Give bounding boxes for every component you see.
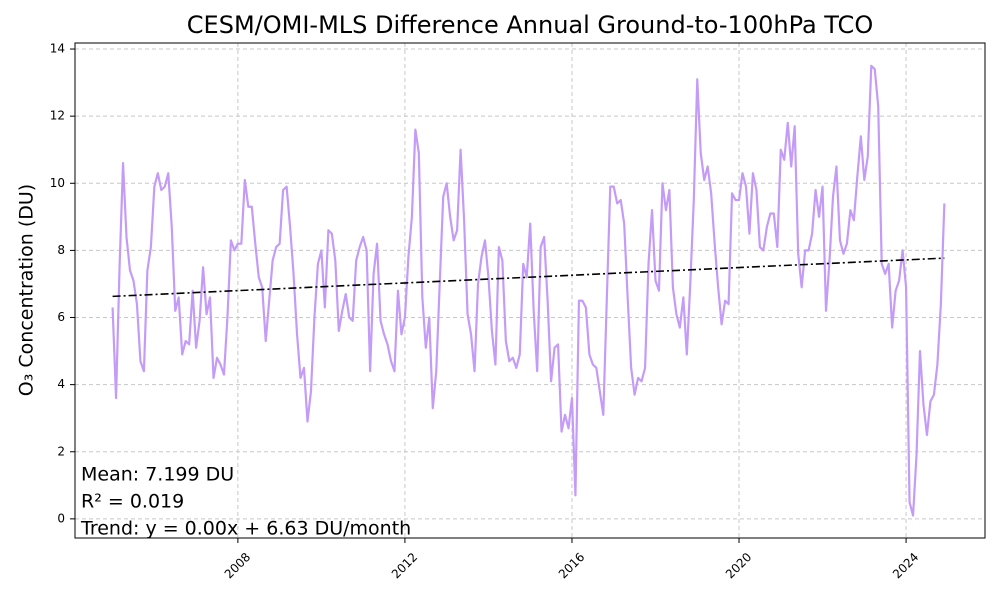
plot-frame <box>74 42 986 539</box>
y-tick-label: 12 <box>50 109 65 123</box>
y-tick-label: 8 <box>57 243 65 257</box>
y-tick-label: 2 <box>57 444 65 458</box>
y-tick-label: 0 <box>57 511 65 525</box>
trend-line <box>112 257 945 298</box>
y-tick-label: 10 <box>50 176 65 190</box>
annotation: R² = 0.019 <box>81 491 184 513</box>
y-tick-label: 6 <box>57 310 65 324</box>
data-line <box>111 64 946 517</box>
annotation: Trend: y = 0.00x + 6.63 DU/month <box>80 518 411 540</box>
y-tick-label: 14 <box>50 42 65 56</box>
y-axis-label: O₃ Concentration (DU) <box>16 184 38 396</box>
chart-title: CESM/OMI-MLS Difference Annual Ground-to… <box>187 11 873 39</box>
y-tick-label: 4 <box>57 377 65 391</box>
annotation: Mean: 7.199 DU <box>81 464 234 486</box>
